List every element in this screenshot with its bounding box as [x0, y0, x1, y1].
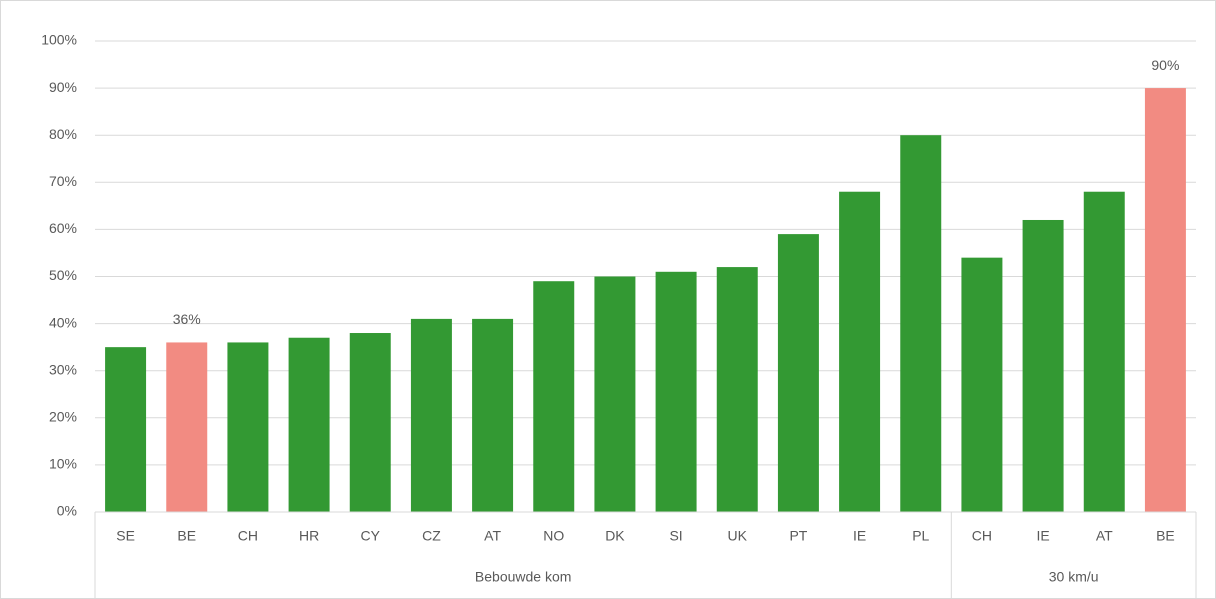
y-tick-label: 50%: [49, 267, 77, 283]
group-label: 30 km/u: [1049, 569, 1099, 585]
x-tick-label: IE: [853, 528, 866, 544]
x-tick-label: DK: [605, 528, 625, 544]
x-tick-label: BE: [177, 528, 196, 544]
x-tick-label: CH: [972, 528, 992, 544]
bar: [1144, 88, 1186, 512]
y-tick-label: 90%: [49, 79, 77, 95]
x-tick-label: AT: [1096, 528, 1113, 544]
bar: [1083, 191, 1125, 512]
bar: [533, 281, 575, 512]
bar: [655, 271, 697, 512]
x-tick-label: SI: [669, 528, 682, 544]
x-tick-label: SE: [116, 528, 135, 544]
x-tick-label: IE: [1036, 528, 1049, 544]
bar: [105, 347, 147, 512]
y-tick-label: 10%: [49, 456, 77, 472]
y-tick-label: 60%: [49, 220, 77, 236]
y-tick-label: 20%: [49, 409, 77, 425]
x-tick-label: BE: [1156, 528, 1175, 544]
bar: [777, 234, 819, 513]
bar: [472, 318, 514, 512]
x-tick-label: PT: [789, 528, 807, 544]
x-tick-label: HR: [299, 528, 319, 544]
x-tick-label: CY: [361, 528, 381, 544]
bar: [166, 342, 208, 512]
bar: [961, 257, 1003, 512]
y-tick-label: 40%: [49, 314, 77, 330]
y-tick-label: 30%: [49, 361, 77, 377]
x-tick-label: PL: [912, 528, 929, 544]
value-label: 36%: [173, 311, 201, 327]
bar: [288, 337, 330, 512]
bar: [900, 135, 942, 512]
x-tick-label: AT: [484, 528, 501, 544]
value-label: 90%: [1151, 57, 1179, 73]
group-label: Bebouwde kom: [475, 569, 572, 585]
bar: [594, 276, 636, 512]
x-tick-label: UK: [728, 528, 748, 544]
y-tick-label: 80%: [49, 126, 77, 142]
x-tick-label: NO: [543, 528, 564, 544]
x-tick-label: CZ: [422, 528, 441, 544]
y-tick-label: 100%: [41, 32, 77, 48]
x-tick-label: CH: [238, 528, 258, 544]
bar: [716, 267, 758, 512]
bar: [1022, 219, 1064, 513]
bar: [349, 333, 391, 512]
bar: [839, 191, 881, 512]
bar: [410, 318, 452, 512]
y-tick-label: 0%: [57, 503, 77, 519]
bar: [227, 342, 269, 512]
y-tick-label: 70%: [49, 173, 77, 189]
